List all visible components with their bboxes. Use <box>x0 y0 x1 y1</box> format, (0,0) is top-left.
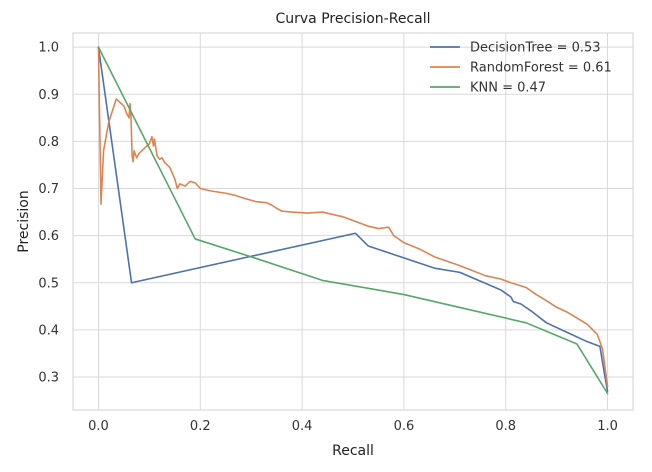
series-line-0 <box>97 46 609 392</box>
series-line-1 <box>97 46 609 388</box>
x-tick-label: 0.2 <box>190 419 211 434</box>
legend-entry: DecisionTree = 0.53 <box>470 41 601 56</box>
y-tick-label: 0.9 <box>38 88 59 103</box>
x-tick-label: 0.6 <box>394 419 415 434</box>
y-tick-label: 0.8 <box>38 135 59 150</box>
plot-area <box>72 32 634 411</box>
x-tick-label: 0.4 <box>292 419 313 434</box>
y-tick-label: 0.6 <box>38 229 59 244</box>
x-tick-label: 0.8 <box>495 419 516 434</box>
legend: DecisionTree = 0.53 RandomForest = 0.61 KN… <box>430 41 612 96</box>
legend-entry: KNN = 0.47 <box>470 81 546 96</box>
y-tick-label: 0.7 <box>38 182 59 197</box>
x-axis-label: Recall <box>332 443 374 459</box>
legend-entry: RandomForest = 0.61 <box>470 61 612 76</box>
series-line-2 <box>97 46 609 395</box>
chart-title: Curva Precision-Recall <box>275 11 430 27</box>
y-tick-label: 0.4 <box>38 323 59 338</box>
y-tick-label: 0.3 <box>38 371 59 386</box>
x-tick-label: 1.0 <box>597 419 618 434</box>
x-tick-label: 0.0 <box>88 419 109 434</box>
y-tick-label: 0.5 <box>38 276 59 291</box>
y-axis-label: Precision <box>16 190 32 252</box>
y-tick-label: 1.0 <box>38 41 59 56</box>
